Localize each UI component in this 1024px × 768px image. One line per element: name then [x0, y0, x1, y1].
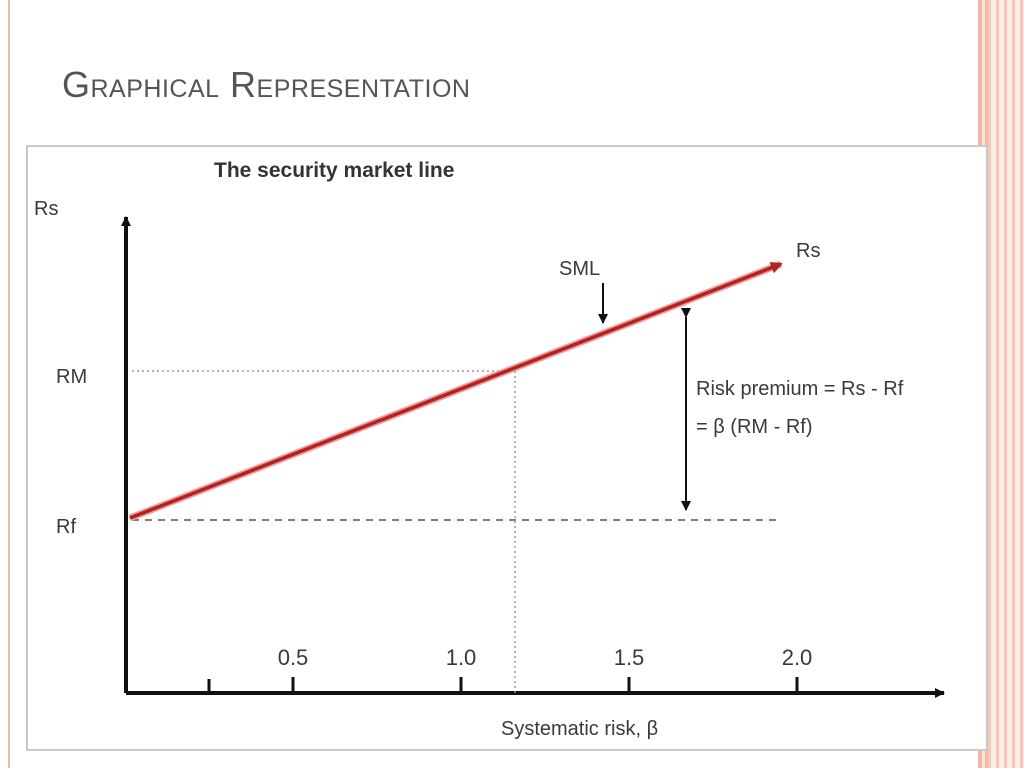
x-tick-label: 1.0	[446, 645, 477, 670]
y-axis-label: Rs	[34, 198, 58, 220]
sml-end-label: Rs	[796, 240, 820, 262]
x-tick-label: 1.5	[614, 645, 645, 670]
slide-left-border	[8, 0, 10, 768]
sml-label: SML	[559, 258, 600, 280]
x-tick-label: 0.5	[278, 645, 309, 670]
slide-title: Graphical Representation	[62, 64, 471, 105]
x-ticks-group: 0.5 1.0 1.5 2.0	[207, 645, 813, 693]
chart-title: The security market line	[214, 159, 454, 182]
x-tick-label: 2.0	[782, 645, 813, 670]
risk-premium-line2: = β (RM - Rf)	[696, 416, 813, 438]
y-tick-label-rm: RM	[56, 366, 87, 388]
sml-line	[129, 262, 783, 520]
risk-premium-line1: Risk premium = Rs - Rf	[696, 378, 904, 400]
sml-figure: The security market line Rs RM Rf 0.5 1.0…	[26, 145, 988, 751]
sml-chart-svg: The security market line Rs RM Rf 0.5 1.0…	[34, 159, 945, 740]
y-tick-label-rf: Rf	[56, 516, 76, 538]
x-axis-label: Systematic risk, β	[501, 718, 658, 740]
